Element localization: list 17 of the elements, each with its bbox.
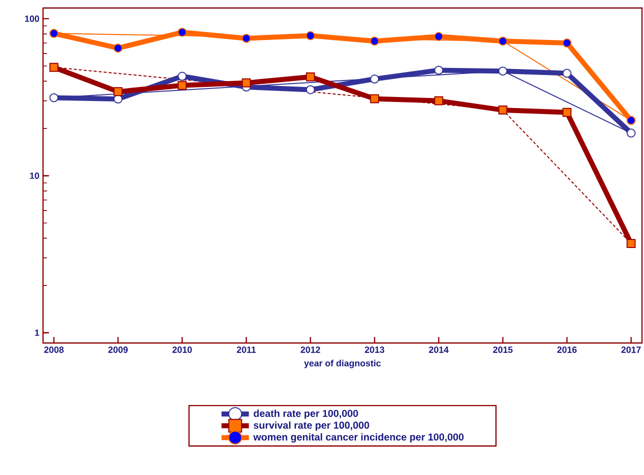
legend-label: death rate per 100,000 xyxy=(254,410,358,419)
legend-label: women genital cancer incidence per 100,000 xyxy=(253,433,464,443)
x-tick-label: 2012 xyxy=(300,346,320,353)
legend-label: survival rate per 100,000 xyxy=(254,421,370,431)
x-tick-label: 2013 xyxy=(364,346,384,353)
x-tick-label: 2008 xyxy=(44,346,64,353)
x-tick-label: 2015 xyxy=(493,346,513,353)
x-tick-label: 2010 xyxy=(172,346,192,353)
y-tick-label: 10 xyxy=(30,172,40,179)
x-tick-label: 2009 xyxy=(108,346,128,353)
x-tick-label: 2014 xyxy=(429,346,449,353)
x-tick-label: 2016 xyxy=(557,346,577,353)
x-tick-label: 2017 xyxy=(621,346,641,353)
x-tick-label: 2011 xyxy=(236,346,256,353)
y-tick-label: 1 xyxy=(35,330,40,336)
x-axis-title: year of diagnostic xyxy=(304,360,381,368)
y-tick-label: 100 xyxy=(25,16,40,22)
